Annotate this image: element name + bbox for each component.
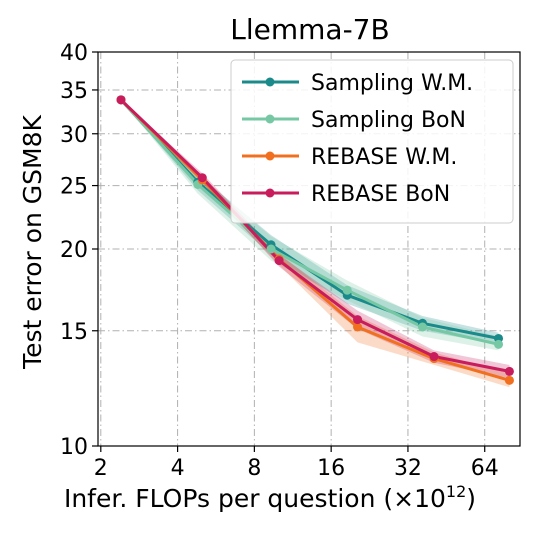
- point-rebase-bon: [274, 256, 284, 266]
- point-rebase-bon: [429, 352, 439, 362]
- point-sampling-bon: [266, 244, 276, 254]
- y-tick-label: 40: [60, 41, 88, 66]
- x-axis-label-suffix: ): [466, 484, 476, 513]
- legend-box: [230, 59, 514, 224]
- y-tick-label: 30: [60, 123, 88, 148]
- series-points: [116, 95, 514, 385]
- y-axis-ticks: 10 15 20 25 30 35 40: [60, 41, 98, 460]
- y-tick-label: 15: [60, 320, 88, 345]
- x-axis-label: Infer. FLOPs per question (×1012): [64, 482, 476, 513]
- point-sampling-bon: [342, 285, 352, 295]
- x-tick-label: 8: [247, 456, 261, 481]
- line-sampling-bon: [119, 98, 500, 346]
- legend-marker-sampling-bon: [265, 114, 275, 124]
- x-tick-label: 32: [394, 456, 422, 481]
- point-rebase-bon: [116, 95, 126, 105]
- point-rebase-bon: [353, 315, 363, 325]
- legend-marker-sampling-w-m: [265, 77, 275, 87]
- x-axis-label-exponent: 12: [446, 482, 466, 501]
- point-rebase-w-m: [504, 375, 514, 385]
- legend-label-rebase-w-m: REBASE W.M.: [311, 145, 457, 170]
- line-rebase-bon: [119, 98, 511, 373]
- x-tick-label: 64: [471, 456, 499, 481]
- legend-label-sampling-w-m: Sampling W.M.: [311, 71, 473, 96]
- y-tick-label: 20: [60, 238, 88, 263]
- chart-title: Llemma-7B: [230, 13, 389, 46]
- y-axis-label: Test error on GSM8K: [18, 114, 47, 369]
- point-sampling-bon: [418, 322, 428, 332]
- y-tick-label: 35: [60, 79, 88, 104]
- legend-marker-rebase-bon: [265, 188, 275, 198]
- legend-label-sampling-bon: Sampling BoN: [311, 108, 466, 133]
- legend: Sampling W.M. Sampling BoN REBASE W.M. REBA…: [230, 59, 514, 224]
- y-tick-label: 25: [60, 175, 88, 200]
- x-tick-label: 2: [94, 456, 108, 481]
- point-rebase-bon: [197, 173, 207, 183]
- series-lines: [119, 98, 511, 382]
- legend-label-rebase-bon: REBASE BoN: [311, 182, 450, 207]
- x-axis-ticks: 2 4 8 16 32 64: [94, 446, 499, 481]
- x-axis-label-main: Infer. FLOPs per question (×10: [64, 484, 446, 513]
- y-tick-label: 10: [60, 435, 88, 460]
- point-rebase-w-m: [353, 322, 363, 332]
- x-tick-label: 4: [171, 456, 185, 481]
- x-tick-label: 16: [317, 456, 345, 481]
- legend-marker-rebase-w-m: [265, 151, 275, 161]
- point-rebase-bon: [504, 366, 514, 376]
- point-sampling-bon: [494, 339, 504, 349]
